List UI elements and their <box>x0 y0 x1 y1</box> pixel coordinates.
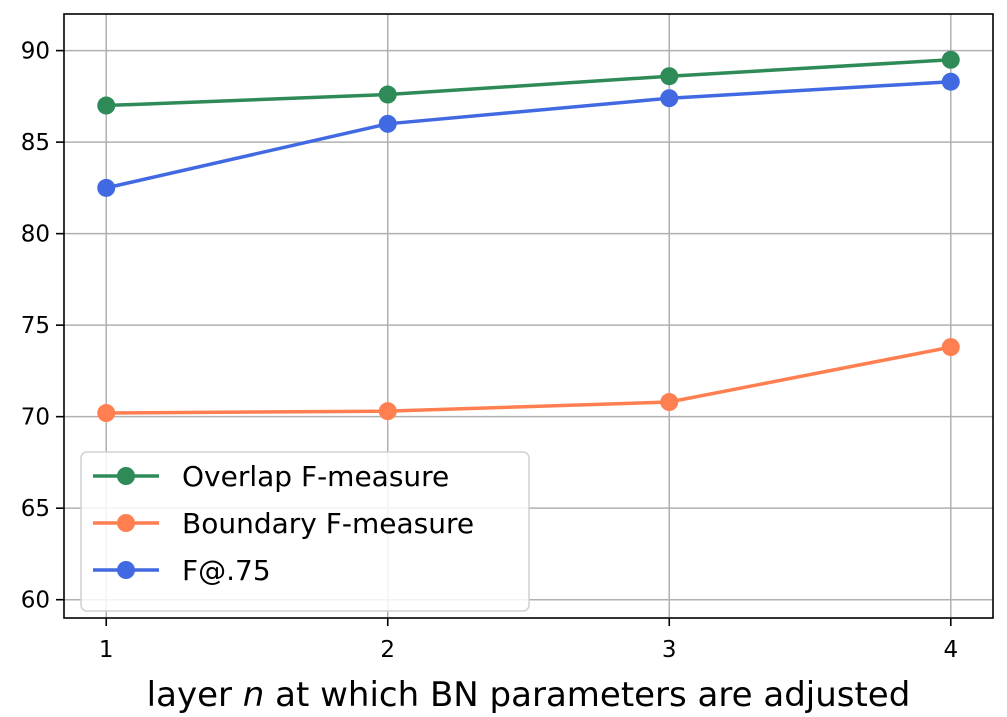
y-tick-label: 80 <box>21 222 50 248</box>
plot-frame <box>63 13 994 619</box>
legend-box <box>80 451 530 612</box>
x-tick-label: 4 <box>943 637 958 663</box>
legend-label: Boundary F-measure <box>182 507 474 540</box>
data-point <box>378 402 397 421</box>
legend-marker <box>117 467 135 485</box>
x-tick-label: 3 <box>662 637 677 663</box>
y-tick-label: 60 <box>21 588 50 614</box>
data-point <box>941 72 960 91</box>
legend-label: Overlap F-measure <box>182 460 449 493</box>
data-point <box>97 96 116 115</box>
x-axis-label: layer n at which BN parameters are adjus… <box>147 675 911 715</box>
data-point <box>660 393 679 412</box>
legend-marker <box>117 514 135 532</box>
data-point <box>660 89 679 108</box>
data-point <box>941 338 960 357</box>
series-line <box>106 58 951 108</box>
data-point <box>378 85 397 104</box>
y-tick-label: 75 <box>21 313 50 339</box>
data-point <box>97 404 116 423</box>
series-line <box>106 345 952 415</box>
data-point <box>660 67 679 86</box>
x-tick-label: 1 <box>99 637 114 663</box>
data-point <box>378 114 397 133</box>
series-line <box>105 79 951 190</box>
y-tick-label: 85 <box>21 130 50 156</box>
data-point <box>941 50 960 69</box>
legend-marker <box>117 561 135 579</box>
y-tick-label: 65 <box>21 496 50 522</box>
y-tick-label: 90 <box>21 39 50 65</box>
legend-label: F@.75 <box>182 554 271 587</box>
x-tick-label: 2 <box>380 637 395 663</box>
series-layer <box>97 50 960 423</box>
data-point <box>97 178 116 197</box>
axis-ticks: 1 2 3 4 60 65 70 75 80 85 90 <box>21 39 958 663</box>
y-tick-label: 70 <box>21 405 50 431</box>
legend: Overlap F-measure Boundary F-measure F@.75 <box>80 451 530 612</box>
